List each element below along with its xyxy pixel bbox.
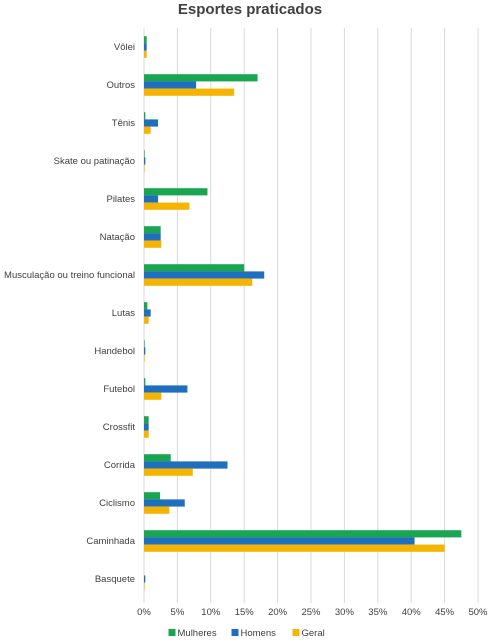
bar xyxy=(144,575,146,583)
category-label: Basquete xyxy=(95,574,135,585)
bar xyxy=(144,347,146,355)
x-tick-label: 25% xyxy=(301,607,321,618)
category-label: Corrida xyxy=(104,460,136,471)
x-tick-label: 15% xyxy=(235,607,255,618)
bar xyxy=(144,202,190,210)
x-tick-label: 0% xyxy=(137,607,151,618)
category-label: Caminhada xyxy=(86,536,135,547)
bar xyxy=(144,392,162,400)
category-label: Crossfit xyxy=(103,422,136,433)
bar xyxy=(144,157,146,165)
category-label: Futebol xyxy=(103,384,135,395)
x-tick-label: 10% xyxy=(201,607,221,618)
bar xyxy=(144,423,149,431)
x-tick-label: 5% xyxy=(171,607,185,618)
bar xyxy=(144,240,162,248)
category-label: Tênis xyxy=(112,118,135,129)
category-label: Outros xyxy=(106,80,135,91)
bar xyxy=(144,188,208,196)
category-label: Lutas xyxy=(112,308,135,319)
bar xyxy=(144,354,145,362)
bar xyxy=(144,88,235,96)
bar xyxy=(144,378,146,386)
bar xyxy=(144,74,258,82)
bar xyxy=(144,454,171,462)
category-label: Musculação ou treino funcional xyxy=(4,270,135,281)
bar xyxy=(144,309,151,317)
category-label: Vôlei xyxy=(114,42,135,53)
legend-swatch xyxy=(231,629,239,636)
bar xyxy=(144,50,147,58)
bar xyxy=(144,316,149,324)
x-tick-label: 35% xyxy=(368,607,388,618)
x-tick-label: 30% xyxy=(335,607,355,618)
bar xyxy=(144,385,188,393)
legend-label: Geral xyxy=(302,628,325,639)
bar xyxy=(144,530,462,538)
bar xyxy=(144,36,147,44)
bar xyxy=(144,430,149,438)
x-tick-label: 20% xyxy=(268,607,288,618)
bar xyxy=(144,119,159,127)
category-label: Skate ou patinação xyxy=(54,156,135,167)
bar xyxy=(144,544,445,552)
legend-label: Mulheres xyxy=(178,628,217,639)
bar xyxy=(144,226,161,234)
bar xyxy=(144,112,146,120)
bar xyxy=(144,461,228,469)
bar xyxy=(144,302,148,310)
bar xyxy=(144,278,253,286)
bar xyxy=(144,537,415,545)
bar xyxy=(144,126,151,134)
bar xyxy=(144,416,149,424)
x-tick-label: 40% xyxy=(402,607,422,618)
bar xyxy=(144,264,245,272)
category-label: Natação xyxy=(100,232,135,243)
legend-swatch xyxy=(168,629,176,636)
bar xyxy=(144,150,145,158)
bar xyxy=(144,195,159,203)
bar xyxy=(144,582,145,590)
legend-label: Homens xyxy=(241,628,277,639)
bar xyxy=(144,233,161,241)
x-tick-label: 45% xyxy=(435,607,455,618)
x-tick-label: 50% xyxy=(468,607,488,618)
chart-title: Esportes praticados xyxy=(177,1,323,18)
bar xyxy=(144,271,265,279)
bar xyxy=(144,164,145,172)
bar xyxy=(144,81,197,89)
bar xyxy=(144,492,161,500)
legend-swatch xyxy=(292,629,300,636)
bar xyxy=(144,506,170,514)
category-label: Ciclismo xyxy=(99,498,135,509)
category-label: Pilates xyxy=(106,194,135,205)
bar xyxy=(144,499,185,507)
category-label: Handebol xyxy=(94,346,135,357)
bar xyxy=(144,468,193,476)
bar xyxy=(144,340,145,348)
bar xyxy=(144,43,147,51)
